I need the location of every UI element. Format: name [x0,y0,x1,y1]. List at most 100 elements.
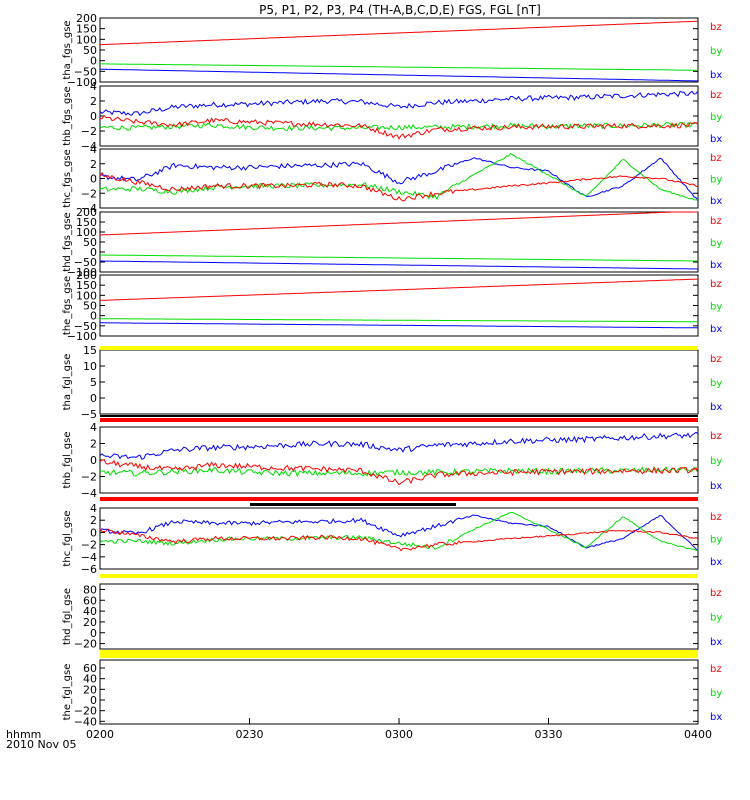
ytick-label: 0 [90,526,97,539]
ytick-label: −2 [81,187,97,200]
bottom-status-band [100,418,698,422]
ytick-label: 0 [90,392,97,405]
series-by [99,465,699,478]
ylabel-thd_fgl_gse: thd_fgl_gse [62,588,73,645]
ytick-label: −100 [67,266,97,279]
chart-title: P5, P1, P2, P3, P4 (TH-A,B,C,D,E) FGS, F… [259,3,541,17]
ytick-label: 0 [90,173,97,186]
ylabel-thc_fgl_gse: thc_fgl_gse [62,510,73,566]
ytick-label: −2 [81,125,97,138]
ytick-label: 40 [83,605,97,618]
ytick-label: −50 [74,256,97,269]
ytick-label: 4 [90,502,97,515]
ytick-label: 0 [90,454,97,467]
top-status-band [100,346,698,350]
xtick-label: 0400 [684,728,712,741]
legend-by: by [710,613,722,624]
ytick-label: −4 [81,140,97,153]
ylabel-thb_fgs_gse: thb_fgs_gse [62,86,73,145]
ytick-label: −20 [74,705,97,718]
legend-bz: bz [710,279,722,290]
ylabel-thb_fgl_gse: thb_fgl_gse [62,432,73,489]
ylabel-thc_fgs_gse: thc_fgs_gse [62,149,73,208]
series-bx [100,260,698,270]
legend-by: by [710,112,722,123]
ylabel-tha_fgs_gse: tha_fgs_gse [62,20,73,79]
legend-by: by [710,378,722,389]
ytick-label: 200 [76,12,97,25]
legend-bx: bx [710,637,722,648]
top-status-band [250,503,456,506]
ytick-label: −2 [81,471,97,484]
ytick-label: 100 [76,289,97,302]
legend-bz: bz [710,588,722,599]
legend-bx: bx [710,402,722,413]
ytick-label: 50 [83,236,97,249]
ytick-label: −40 [74,715,97,728]
series-bz [99,459,699,486]
series-bx [100,322,699,329]
top-status-band [100,650,698,654]
panel-thb_fgs_gse: 4 2 0 −2 −4 thb_fgs_gse bz by bx [62,80,722,153]
ytick-label: −2 [81,539,97,552]
series-bx [100,68,698,82]
legend-by: by [710,302,722,313]
xtick-label: 0200 [86,728,114,741]
ytick-label: −4 [81,202,97,215]
bottom-status-band [100,497,698,501]
ytick-label: 2 [90,514,97,527]
xtick-label: 0230 [236,728,264,741]
legend-bx: bx [710,557,722,568]
ytick-label: 2 [90,158,97,171]
series-bz [99,171,699,202]
ytick-label: −20 [74,638,97,651]
ytick-label: 4 [90,421,97,434]
legend-bx: bx [710,324,722,335]
ytick-label: 150 [76,216,97,229]
ylabel-the_fgl_gse: the_fgl_gse [62,664,73,721]
ytick-label: −100 [67,330,97,343]
ytick-label: 60 [83,594,97,607]
xtick-label: 0300 [385,728,413,741]
ytick-label: 2 [90,95,97,108]
ytick-label: 200 [76,269,97,282]
legend-bz: bz [710,216,722,227]
ytick-label: 20 [83,683,97,696]
xaxis-label-hhmm: hhmm [6,728,41,741]
series-by [100,254,698,262]
ylabel-thd_fgs_gse: thd_fgs_gse [62,212,73,271]
legend-by: by [710,456,722,467]
series-by [99,121,699,132]
ytick-label: 80 [83,583,97,596]
legend-bz: bz [710,354,722,365]
legend-bx: bx [710,196,722,207]
series-by [100,318,698,323]
xtick-label: 0330 [535,728,563,741]
legend-bx: bx [710,712,722,723]
series-bx [99,90,699,117]
ytick-label: −100 [67,76,97,89]
series-bx [99,157,699,202]
legend-by: by [710,535,722,546]
ytick-label: 0 [90,627,97,640]
panel-thb_fgl_gse: 4 2 0 −2 −4 thb_fgl_gse bz by bx [62,421,722,501]
panel-thc_fgs_gse: 4 2 0−2 −4 thc_fgs_gse bz by bx [62,143,722,215]
series-bz [99,114,699,140]
panel-thc_fgl_gse: 420−2−4−6 thc_fgl_gse bz by bx [62,502,722,578]
legend-bz: bz [710,22,722,33]
ytick-label: 0 [90,310,97,323]
series-bz [99,211,698,236]
time-axis: 0200 0230 0300 0330 0400 [86,718,712,741]
ytick-label: 0 [90,694,97,707]
ytick-label: −50 [74,65,97,78]
legend-by: by [710,46,722,57]
panel-frame [99,583,699,650]
series-bz [99,278,698,301]
series-by [99,511,699,552]
